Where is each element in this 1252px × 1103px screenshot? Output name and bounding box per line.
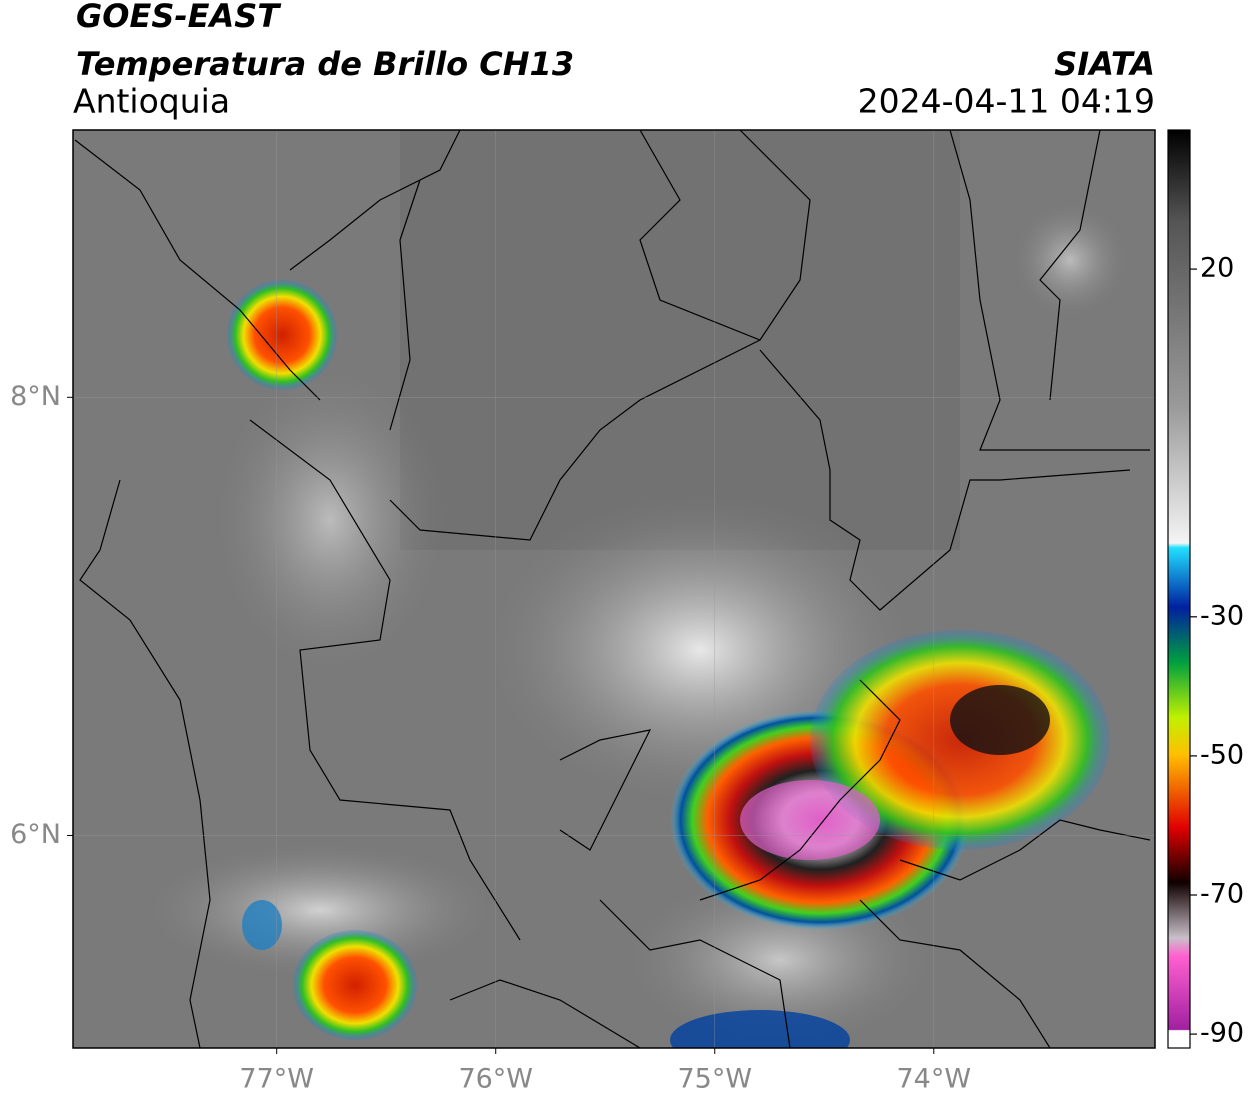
x-tick-label: 75°W	[677, 1064, 752, 1095]
map-image	[73, 130, 1155, 1048]
colorbar-tick-label: -50	[1200, 739, 1244, 770]
x-tick-label: 77°W	[239, 1064, 314, 1095]
colorbar-tick-label: -70	[1200, 879, 1244, 910]
product-title: Temperatura de Brillo CH13	[76, 45, 574, 83]
region-label: Antioquia	[73, 82, 230, 121]
colorbar	[1167, 129, 1191, 1049]
colorbar-tick-label: -30	[1200, 600, 1244, 631]
map-frame	[72, 129, 1156, 1049]
x-tick-label: 74°W	[897, 1064, 972, 1095]
satellite-title: GOES-EAST	[76, 0, 281, 35]
datetime-label: 2024-04-11 04:19	[858, 82, 1155, 121]
y-tick-label: 6°N	[10, 819, 61, 850]
colorbar-tick-label: 20	[1200, 253, 1234, 284]
source-label: SIATA	[1054, 45, 1155, 83]
graticule	[73, 130, 1155, 1048]
colorbar-tick-label: -90	[1200, 1018, 1244, 1049]
x-tick-label: 76°W	[458, 1064, 533, 1095]
y-tick-label: 8°N	[10, 381, 61, 412]
